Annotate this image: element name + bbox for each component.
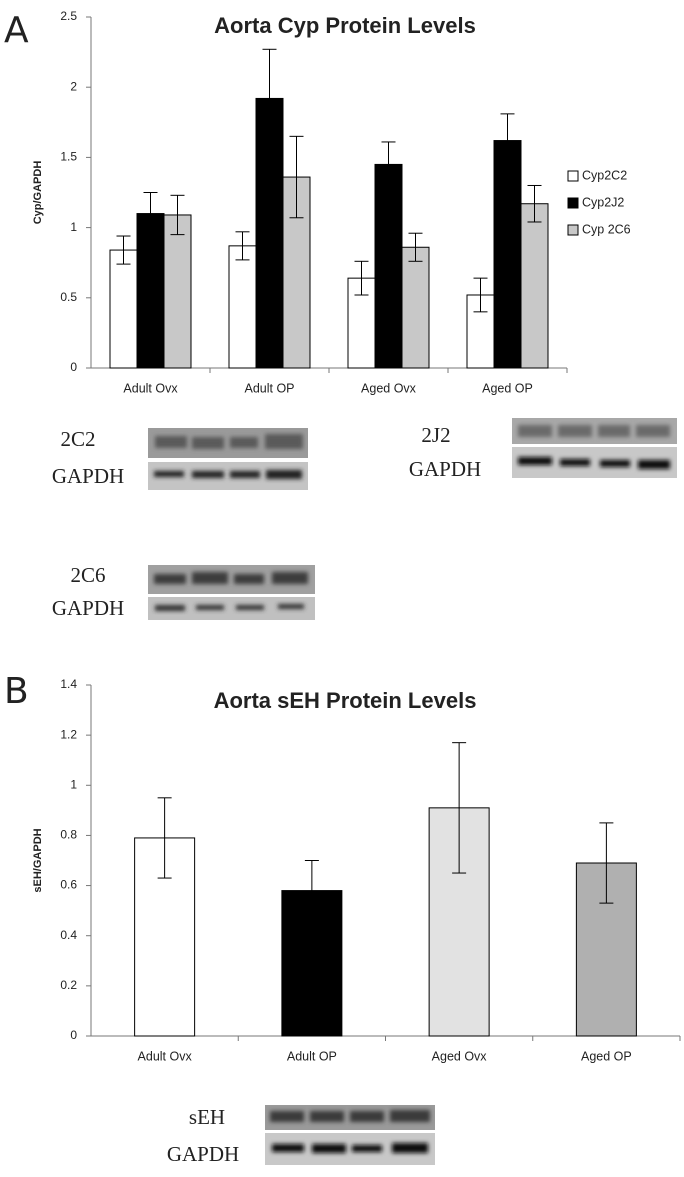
y-tick-label: 0.8 xyxy=(60,828,77,842)
bar xyxy=(282,176,311,369)
x-tick-label: Adult OP xyxy=(287,1049,337,1063)
blot-2c2: 2C2 GAPDH xyxy=(52,427,308,490)
y-tick-label: 0.4 xyxy=(60,928,77,942)
y-tick-label: 2.5 xyxy=(60,9,77,23)
x-tick-label: Adult OP xyxy=(244,381,294,395)
bar xyxy=(163,214,192,369)
y-tick-label: 0.5 xyxy=(60,290,77,304)
bar xyxy=(228,245,257,369)
x-tick-label: Aged OP xyxy=(581,1049,632,1063)
bar xyxy=(136,213,165,369)
y-tick-label: 1 xyxy=(70,777,77,791)
y-tick-label: 0 xyxy=(70,360,77,374)
bar xyxy=(493,140,522,369)
legend-label: Cyp2J2 xyxy=(582,195,624,209)
blot-image xyxy=(148,597,315,620)
x-tick-label: Adult Ovx xyxy=(123,381,178,395)
blot-label: GAPDH xyxy=(409,457,481,481)
x-tick-label: Aged OP xyxy=(482,381,533,395)
blot-label: sEH xyxy=(189,1105,225,1129)
y-tick-label: 1.5 xyxy=(60,150,77,164)
y-tick-label: 1.2 xyxy=(60,727,77,741)
legend-label: Cyp 2C6 xyxy=(582,222,631,236)
y-axis-label: sEH/GAPDH xyxy=(32,828,44,892)
y-tick-label: 1 xyxy=(70,220,77,234)
blot-label: GAPDH xyxy=(52,464,124,488)
chart-title: Aorta sEH Protein Levels xyxy=(214,688,477,713)
blot-seh: sEH GAPDH xyxy=(167,1105,435,1166)
bar xyxy=(401,246,430,369)
y-tick-label: 1.4 xyxy=(60,677,77,691)
x-tick-label: Adult Ovx xyxy=(138,1049,193,1063)
blot-2c6: 2C6 GAPDH xyxy=(52,563,315,620)
panel-label: A xyxy=(4,10,29,51)
bar xyxy=(520,203,549,369)
y-tick-label: 0.2 xyxy=(60,978,77,992)
legend-label: Cyp2C2 xyxy=(582,168,627,182)
blot-label: GAPDH xyxy=(52,596,124,620)
legend-swatch xyxy=(567,224,579,236)
legend-swatch xyxy=(567,197,579,209)
x-tick-label: Aged Ovx xyxy=(432,1049,488,1063)
blot-label: 2J2 xyxy=(421,423,450,447)
y-tick-label: 0.6 xyxy=(60,878,77,892)
blot-2j2: 2J2 GAPDH xyxy=(409,418,677,481)
blot-label: GAPDH xyxy=(167,1142,239,1166)
bar xyxy=(374,163,403,369)
legend-swatch xyxy=(567,170,579,182)
blot-label: 2C2 xyxy=(60,427,95,451)
x-tick-label: Aged Ovx xyxy=(361,381,417,395)
blot-label: 2C6 xyxy=(70,563,105,587)
y-axis-label: Cyp/GAPDH xyxy=(32,161,44,225)
chart-title: Aorta Cyp Protein Levels xyxy=(214,13,476,38)
y-tick-label: 2 xyxy=(70,79,77,93)
bar xyxy=(109,249,138,369)
panel-label: B xyxy=(4,671,29,712)
y-tick-label: 0 xyxy=(70,1028,77,1042)
